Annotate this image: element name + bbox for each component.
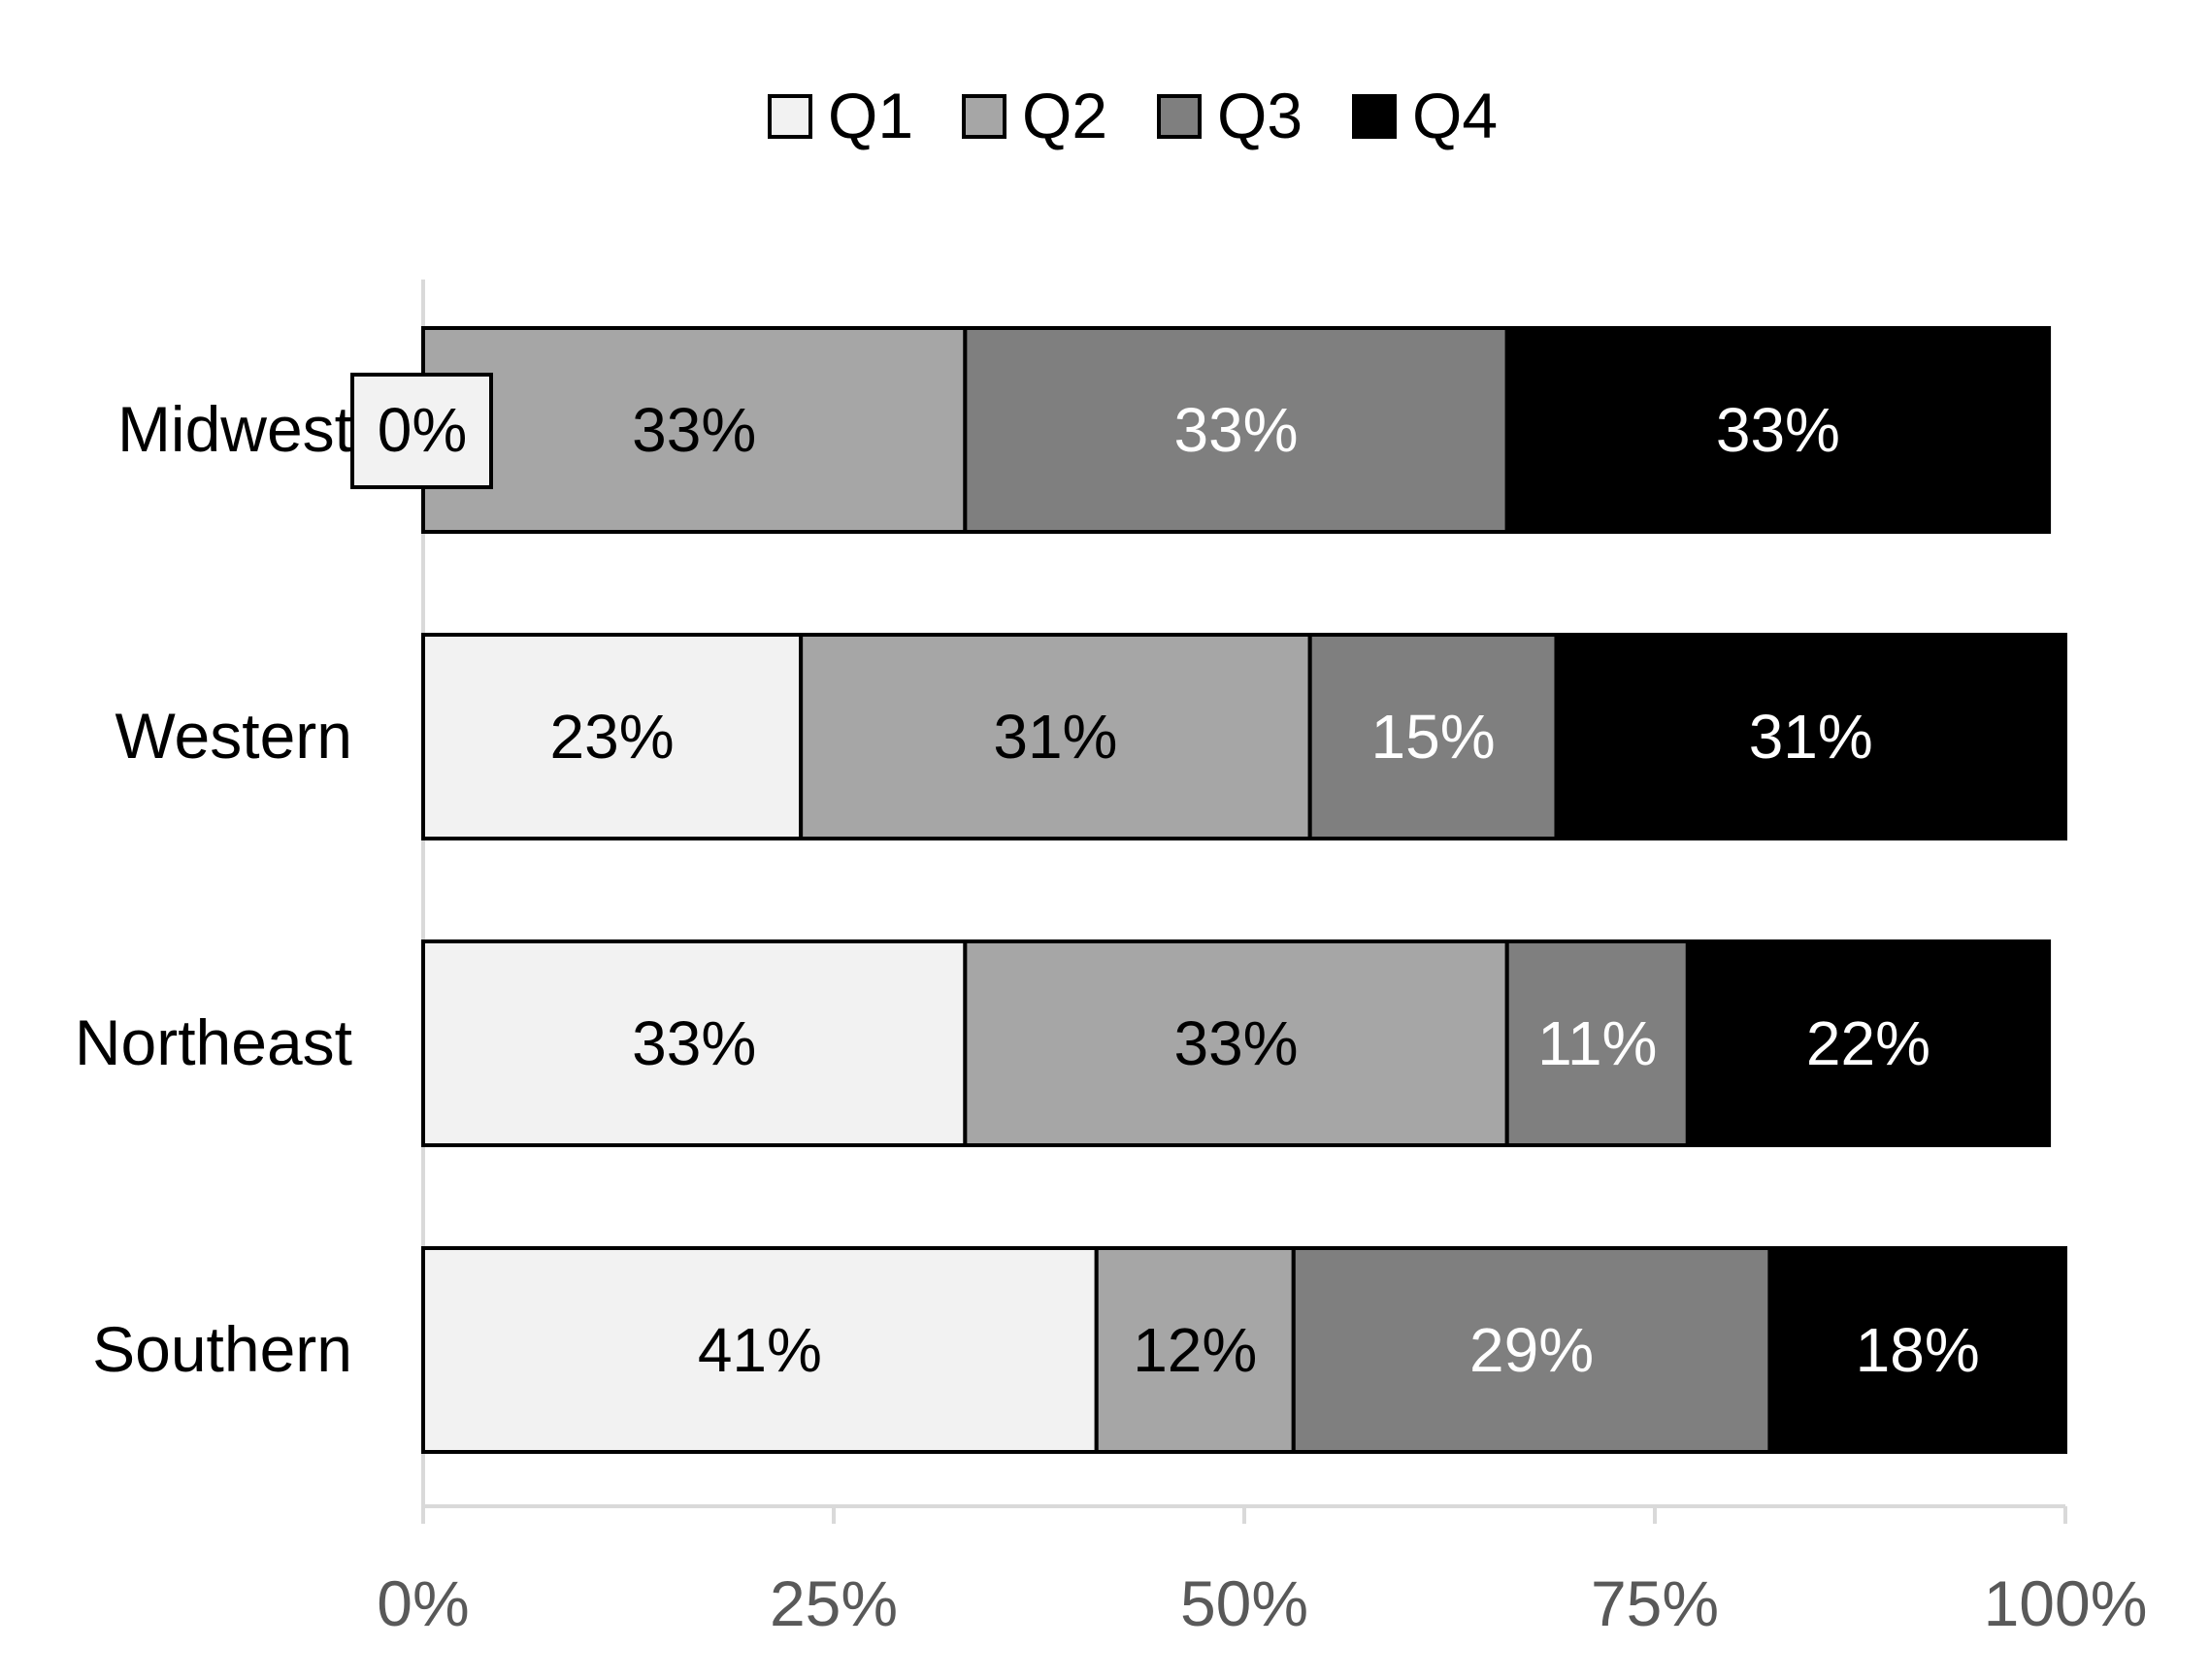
legend-label-q3: Q3 (1217, 80, 1303, 151)
bar-segment-q3 (963, 326, 1509, 534)
category-label-northeast: Northeast (75, 1006, 352, 1078)
bar-segment-q3 (1504, 939, 1690, 1147)
bar-segment-q1 (421, 1246, 1099, 1454)
x-tick-label: 50% (1180, 1567, 1308, 1639)
data-label: 11% (1537, 1008, 1657, 1078)
data-label: 41% (698, 1315, 822, 1385)
bar-segment-q1 (421, 939, 968, 1147)
x-tick-label: 25% (770, 1567, 898, 1639)
bar-segment-q3 (1291, 1246, 1772, 1454)
bar-segment-q1 (421, 633, 804, 840)
data-label: 29% (1469, 1315, 1594, 1385)
legend: Q1 Q2 Q3 Q4 (768, 80, 1498, 151)
legend-swatch-q3 (1157, 94, 1202, 139)
data-label: 15% (1371, 702, 1496, 772)
bar-row-western: 23% 31% 15% 31% (421, 633, 2067, 840)
data-label: 33% (1716, 395, 1840, 465)
bar-segment-q4 (1685, 939, 2052, 1147)
category-label-midwest: Midwest (117, 393, 352, 465)
data-label: 33% (1173, 1008, 1298, 1078)
x-tick-label: 0% (377, 1567, 469, 1639)
legend-swatch-q2 (962, 94, 1006, 139)
bar-segment-q2 (799, 633, 1312, 840)
legend-label-q4: Q4 (1412, 80, 1498, 151)
data-label: 0% (378, 395, 468, 465)
data-label: 33% (632, 1008, 756, 1078)
x-tick-label: 100% (1984, 1567, 2148, 1639)
bar-segment-q4 (1554, 633, 2067, 840)
bar-segment-q3 (1307, 633, 1559, 840)
data-label: 33% (632, 395, 756, 465)
bar-segment-q2 (421, 326, 968, 534)
bar-row-midwest: 33% 33% 33% (421, 326, 2052, 534)
bar-segment-q2 (1094, 1246, 1296, 1454)
data-label: 12% (1133, 1315, 1257, 1385)
legend-swatch-q4 (1352, 94, 1397, 139)
data-label: 23% (550, 702, 675, 772)
callout-box (350, 373, 493, 489)
x-tick-label: 75% (1591, 1567, 1719, 1639)
legend-label-q1: Q1 (828, 80, 913, 151)
data-label: 33% (1173, 395, 1298, 465)
bar-row-northeast: 33% 33% 11% 22% (421, 939, 2052, 1147)
category-label-western: Western (115, 700, 352, 772)
x-axis: 0% 25% 50% 75% 100% (377, 280, 2147, 1639)
bar-row-southern: 41% 12% 29% 18% (421, 1246, 2067, 1454)
data-label: 31% (993, 702, 1117, 772)
category-axis: Midwest Western Northeast Southern (75, 393, 352, 1385)
category-label-southern: Southern (92, 1313, 352, 1385)
data-label: 18% (1856, 1315, 1980, 1385)
data-label: 31% (1749, 702, 1873, 772)
bar-segment-q4 (1504, 326, 2052, 534)
data-label: 22% (1806, 1008, 1930, 1078)
legend-swatch-q1 (768, 94, 812, 139)
bar-segment-q4 (1767, 1246, 2067, 1454)
legend-label-q2: Q2 (1022, 80, 1107, 151)
zero-value-callout: 0% (350, 373, 493, 489)
plot-area: 33% 33% 33% 23% 31% 15% 31% 33% 33% 11% 22% 41% 12% 2… (350, 326, 2067, 1454)
